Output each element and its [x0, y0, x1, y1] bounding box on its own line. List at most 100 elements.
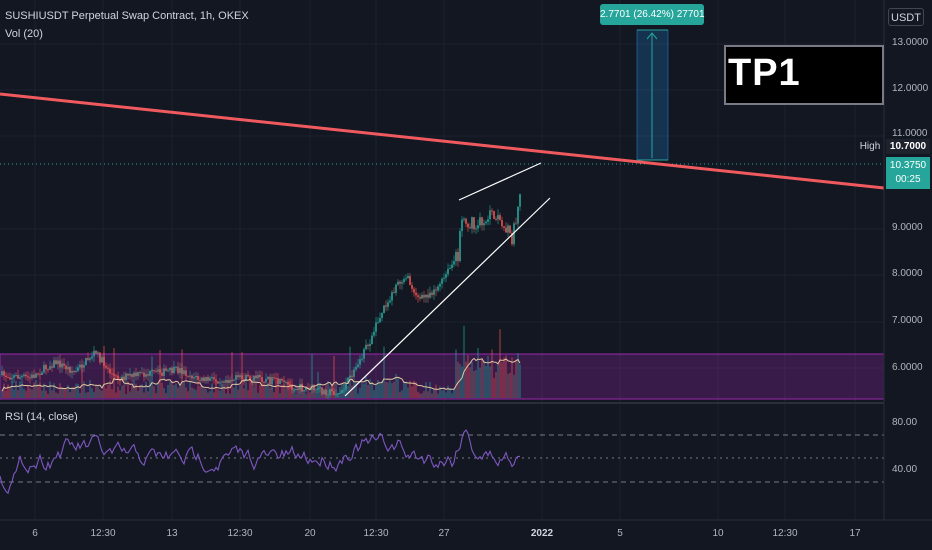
candle-body — [301, 384, 303, 392]
volume-bar — [483, 360, 485, 398]
time-tick: 12:30 — [90, 528, 116, 539]
volume-bar — [311, 353, 313, 398]
volume-bar — [395, 373, 397, 398]
candle-body — [337, 393, 339, 395]
volume-bar — [61, 388, 63, 398]
candle-body — [375, 322, 377, 332]
volume-bar — [167, 385, 169, 398]
volume-legend[interactable]: Vol (20) — [5, 28, 43, 40]
candle-body — [253, 375, 255, 381]
time-tick: 6 — [32, 528, 38, 539]
time-tick: 13 — [166, 528, 178, 539]
volume-bar — [469, 367, 471, 398]
volume-bar — [185, 387, 187, 398]
candle-body — [435, 289, 437, 291]
volume-bar — [449, 387, 451, 398]
volume-bar — [51, 390, 53, 398]
candle-body — [487, 219, 489, 222]
resistance-trendline[interactable] — [0, 92, 885, 190]
candle-body — [283, 380, 285, 382]
volume-bar — [21, 381, 23, 398]
volume-bar — [91, 388, 93, 398]
candle-body — [355, 367, 357, 370]
volume-bar — [433, 388, 435, 398]
volume-bar — [461, 366, 463, 398]
candle-body — [207, 377, 209, 381]
candle-body — [21, 376, 23, 378]
volume-bar — [327, 380, 329, 398]
volume-bar — [431, 393, 433, 398]
rsi-legend[interactable]: RSI (14, close) — [5, 411, 78, 423]
volume-bar — [409, 380, 411, 398]
candle-body — [173, 366, 175, 374]
volume-bar — [37, 385, 39, 398]
candle-body — [51, 366, 53, 368]
candle-body — [277, 378, 279, 384]
candle-body — [449, 268, 451, 270]
candle-body — [205, 377, 207, 382]
volume-bar — [473, 371, 475, 398]
candle-body — [13, 375, 15, 378]
volume-bar — [87, 392, 89, 398]
volume-bar — [5, 390, 7, 398]
candle-body — [63, 363, 65, 366]
candle-body — [365, 344, 367, 350]
price-tick: 7.0000 — [892, 315, 923, 326]
volume-bar — [275, 381, 277, 398]
tp1-box[interactable] — [724, 45, 884, 105]
candle-body — [153, 370, 155, 372]
volume-bar — [423, 391, 425, 398]
candle-body — [103, 357, 105, 366]
candle-body — [331, 388, 333, 392]
candle-body — [287, 381, 289, 385]
candle-body — [59, 360, 61, 368]
candle-body — [225, 380, 227, 383]
candle-body — [143, 372, 145, 377]
candle-body — [7, 377, 9, 379]
candle-body — [319, 387, 321, 389]
symbol-title[interactable]: SUSHIUSDT Perpetual Swap Contract, 1h, O… — [5, 10, 249, 22]
candle-body — [369, 344, 371, 346]
volume-bar — [89, 380, 91, 398]
volume-bar — [253, 387, 255, 398]
volume-bar — [303, 392, 305, 398]
candle-body — [67, 366, 69, 370]
volume-bar — [83, 381, 85, 398]
candle-body — [431, 292, 433, 295]
time-tick: 12:30 — [227, 528, 253, 539]
volume-bar — [133, 380, 135, 398]
candle-body — [299, 384, 301, 390]
currency-button[interactable]: USDT — [888, 8, 924, 26]
volume-bar — [213, 392, 215, 398]
candle-body — [261, 377, 263, 382]
volume-bar — [383, 346, 385, 398]
candle-body — [489, 210, 491, 220]
volume-bar — [363, 383, 365, 398]
candle-body — [141, 372, 143, 374]
volume-bar — [157, 382, 159, 398]
volume-ma-line — [1, 357, 521, 392]
wedge-upper-line — [458, 162, 542, 201]
candle-body — [473, 217, 475, 230]
candle-body — [69, 366, 71, 373]
candle-body — [317, 388, 319, 390]
candle-body — [383, 305, 385, 314]
volume-bar — [397, 378, 399, 398]
candle-body — [193, 377, 195, 379]
volume-bar — [391, 383, 393, 398]
volume-bar — [273, 392, 275, 398]
candle-body — [83, 365, 85, 368]
candle-body — [37, 373, 39, 375]
volume-bar — [257, 392, 259, 398]
candle-body — [495, 218, 497, 220]
volume-bar — [233, 387, 235, 398]
volume-bar — [43, 383, 45, 398]
volume-bar — [17, 390, 19, 398]
candle-body — [25, 374, 27, 377]
volume-bar — [175, 383, 177, 398]
time-tick: 2022 — [530, 528, 554, 539]
volume-bar — [123, 384, 125, 398]
volume-bar — [245, 382, 247, 398]
candle-body — [129, 373, 131, 376]
